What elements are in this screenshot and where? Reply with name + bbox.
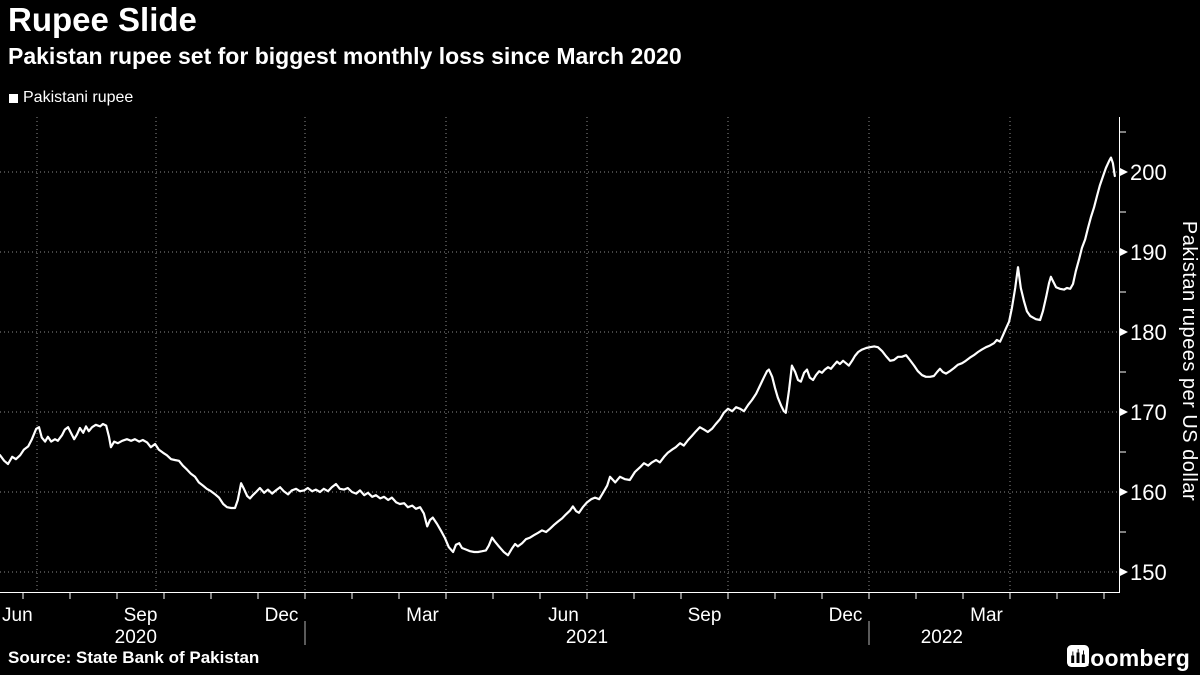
y-tick-arrow-icon — [1119, 567, 1128, 577]
brand-footer: Bloomberg — [1066, 645, 1190, 672]
y-axis-title: Pakistan rupees per US dollar — [1178, 221, 1200, 501]
x-month-label: Mar — [970, 605, 1003, 626]
y-tick-label: 160 — [1130, 480, 1167, 505]
x-month-label: Sep — [124, 605, 158, 626]
x-month-label: Jun — [2, 605, 33, 626]
x-month-label: Dec — [829, 605, 863, 626]
x-month-label: Dec — [265, 605, 299, 626]
y-tick-arrow-icon — [1119, 247, 1128, 257]
chart-subtitle: Pakistan rupee set for biggest monthly l… — [8, 43, 682, 69]
page-title: Rupee Slide — [8, 1, 197, 38]
x-year-label: 2020 — [115, 627, 157, 648]
bloomberg-terminal-icon — [1066, 645, 1089, 667]
y-tick-label: 150 — [1130, 560, 1167, 585]
legend: Pakistani rupee — [9, 89, 134, 106]
source-credit: Source: State Bank of Pakistan — [8, 648, 260, 667]
y-tick-label: 200 — [1130, 160, 1167, 185]
x-month-label: Sep — [688, 605, 722, 626]
y-tick-label: 170 — [1130, 400, 1167, 425]
y-tick-arrow-icon — [1119, 487, 1128, 497]
x-year-label: 2022 — [921, 627, 963, 648]
y-tick-label: 180 — [1130, 320, 1167, 345]
y-tick-arrow-icon — [1119, 407, 1128, 417]
y-tick-arrow-icon — [1119, 167, 1128, 177]
x-month-label: Jun — [548, 605, 579, 626]
pakistani-rupee-line-series — [0, 156, 1116, 557]
x-month-label: Mar — [406, 605, 439, 626]
y-tick-label: 190 — [1130, 240, 1167, 265]
legend-swatch-icon — [9, 93, 18, 103]
legend-label: Pakistani rupee — [23, 89, 134, 106]
y-tick-arrow-icon — [1119, 327, 1128, 337]
x-year-label: 2021 — [566, 627, 608, 648]
